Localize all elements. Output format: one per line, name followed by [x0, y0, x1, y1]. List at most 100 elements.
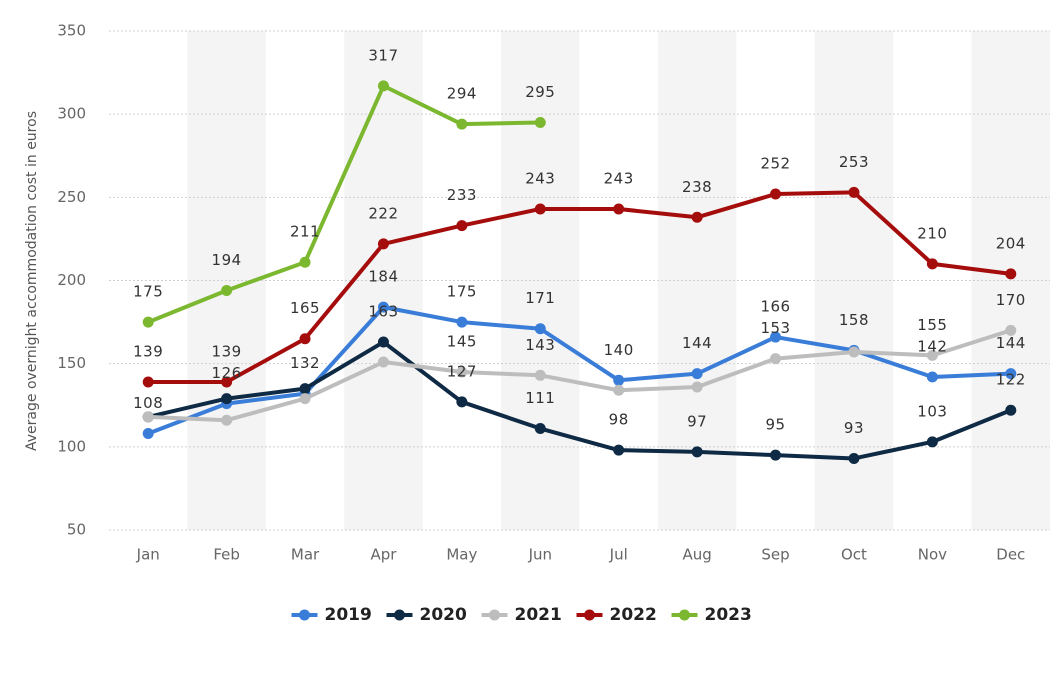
data-label: 243: [525, 169, 555, 187]
legend-marker: [299, 609, 310, 621]
data-label: 98: [609, 411, 629, 429]
data-label: 171: [525, 289, 555, 307]
series-line: [147, 83, 541, 324]
x-tick-label: Jan: [136, 546, 160, 564]
legend-label: 2022: [610, 605, 657, 625]
y-tick-label: 250: [57, 188, 86, 206]
data-label: 252: [760, 155, 790, 173]
data-label: 142: [917, 337, 947, 355]
point: [456, 220, 468, 232]
point: [534, 423, 546, 435]
point: [848, 186, 860, 198]
y-tick-label: 50: [67, 521, 86, 539]
point: [142, 316, 154, 328]
series-line: [148, 190, 1012, 384]
series-line: [147, 305, 1011, 436]
point: [221, 393, 233, 405]
point: [142, 428, 154, 440]
point: [456, 316, 468, 328]
legend-label: 2019: [325, 605, 372, 625]
point: [613, 384, 625, 396]
x-tick-label: May: [446, 546, 477, 564]
data-label: 211: [290, 223, 320, 241]
point: [770, 188, 782, 200]
x-tick-label: Jun: [528, 546, 552, 564]
data-label: 253: [839, 153, 869, 171]
point: [770, 353, 782, 365]
point: [926, 436, 938, 448]
data-label: 295: [525, 83, 555, 101]
legend-label: 2020: [420, 605, 467, 625]
data-label: 175: [447, 283, 477, 301]
x-tick-label: Jul: [609, 546, 628, 564]
point: [691, 446, 703, 458]
data-label: 143: [525, 336, 555, 354]
x-tick-label: Feb: [213, 546, 240, 564]
point: [926, 371, 938, 383]
data-label: 175: [133, 283, 163, 301]
point: [221, 376, 233, 388]
y-tick-label: 150: [57, 354, 86, 372]
x-tick-label: Apr: [370, 546, 397, 564]
legend-marker: [679, 609, 690, 621]
data-label: 170: [996, 291, 1026, 309]
data-label: 103: [917, 402, 947, 420]
y-tick-label: 300: [57, 105, 86, 123]
point: [770, 331, 782, 343]
point: [377, 238, 389, 250]
point: [691, 381, 703, 393]
data-label: 139: [212, 342, 242, 360]
point: [456, 396, 468, 408]
x-tick-label: Aug: [682, 546, 711, 564]
legend-label: 2023: [705, 605, 752, 625]
data-label: 111: [525, 389, 555, 407]
y-tick-label: 200: [57, 271, 86, 289]
data-label: 126: [212, 364, 242, 382]
data-label: 132: [290, 354, 320, 372]
data-label: 184: [368, 268, 398, 286]
point: [691, 211, 703, 223]
data-label: 238: [682, 178, 712, 196]
point: [926, 258, 938, 270]
point: [1005, 368, 1017, 380]
point: [613, 444, 625, 456]
data-label: 108: [133, 394, 163, 412]
point: [299, 393, 311, 405]
point: [926, 349, 938, 361]
data-label: 127: [447, 362, 477, 380]
data-label: 122: [996, 371, 1026, 389]
series-line: [148, 328, 1012, 423]
point: [142, 411, 154, 423]
point: [299, 256, 311, 268]
data-label: 145: [447, 332, 477, 350]
data-label: 93: [844, 419, 864, 437]
data-label: 204: [996, 234, 1026, 252]
point: [142, 376, 154, 388]
point: [770, 449, 782, 461]
point: [534, 323, 546, 335]
point: [534, 203, 546, 215]
point: [534, 369, 546, 381]
legend-marker: [489, 609, 500, 621]
band: [501, 31, 580, 530]
data-label: 163: [368, 303, 398, 321]
point: [613, 374, 625, 386]
y-tick-label: 350: [57, 22, 86, 40]
data-label: 294: [447, 85, 477, 103]
x-tick-label: Sep: [761, 546, 789, 564]
point: [221, 414, 233, 426]
data-label: 166: [760, 298, 790, 316]
point: [613, 203, 625, 215]
point: [377, 80, 389, 92]
point: [1005, 268, 1017, 280]
data-label: 317: [368, 46, 398, 64]
point: [848, 452, 860, 464]
data-label: 210: [917, 224, 947, 242]
data-label: 222: [368, 204, 398, 222]
point: [456, 118, 468, 130]
data-label: 95: [765, 416, 785, 434]
data-label: 140: [604, 341, 634, 359]
point: [534, 116, 546, 128]
series-line: [147, 340, 1012, 461]
